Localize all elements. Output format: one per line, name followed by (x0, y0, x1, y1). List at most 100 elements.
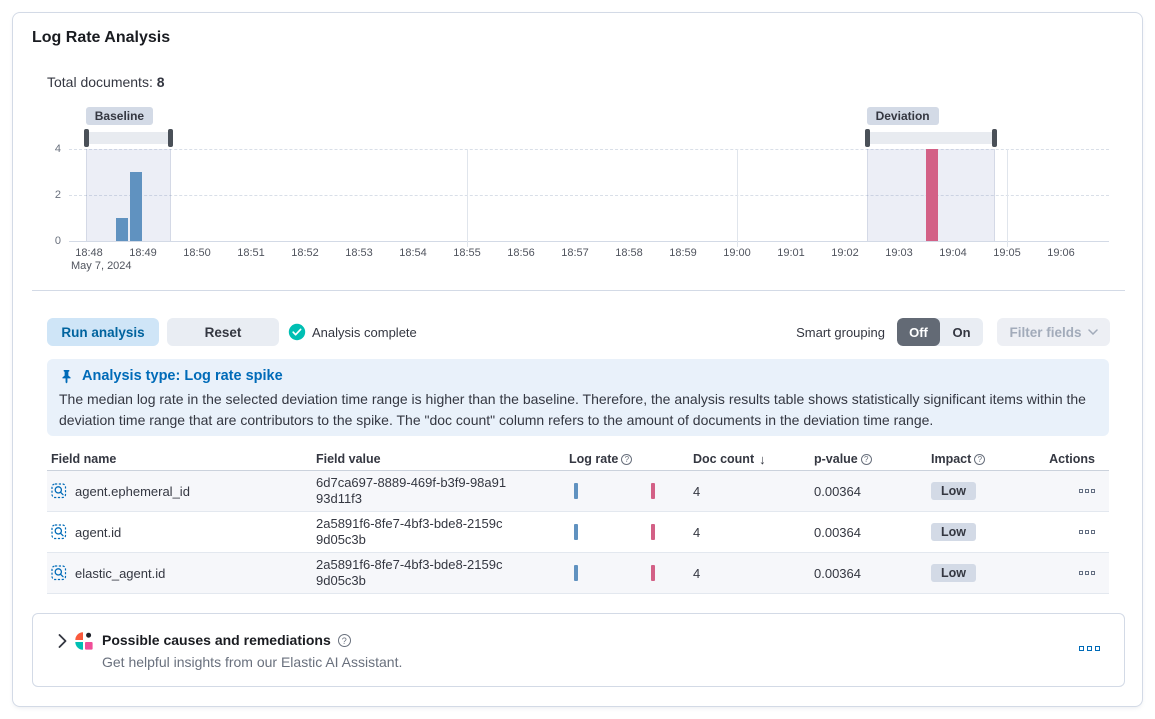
cell-field-name: agent.ephemeral_id (51, 471, 306, 511)
possible-causes-panel: Possible causes and remediations ? Get h… (32, 613, 1125, 687)
ai-assistant-icon (75, 632, 93, 650)
deviation-brush-handle-left[interactable] (864, 129, 870, 147)
cell-field-value: 2a5891f6-8fe7-4bf3-bde8-2159c9d05c3b (316, 512, 516, 552)
table-row: agent.ephemeral_id 6d7ca697-8889-469f-b3f… (47, 471, 1109, 512)
question-icon: ? (860, 453, 872, 465)
baseline-brush[interactable] (85, 132, 172, 144)
field-value-text: 6d7ca697-8889-469f-b3f9-98a9193d11f3 (316, 475, 507, 506)
deviation-brush-handle-right[interactable] (992, 129, 998, 147)
analysis-status-text: Analysis complete (312, 324, 417, 340)
header-impact: Impact? (931, 447, 1041, 471)
baseline-brush-handle-left[interactable] (83, 129, 89, 147)
table-body: agent.ephemeral_id 6d7ca697-8889-469f-b3f… (47, 471, 1109, 594)
cell-impact: Low (931, 471, 1041, 511)
row-actions-icon[interactable] (1079, 489, 1095, 493)
filter-fields-label: Filter fields (1009, 324, 1082, 340)
field-name-value: agent.id (75, 524, 122, 540)
gridline-horizontal (69, 195, 1109, 196)
impact-badge: Low (931, 482, 976, 500)
x-axis-label: 19:05 (993, 247, 1021, 259)
callout-header: Analysis type: Log rate spike (59, 368, 1097, 384)
x-axis-label: 18:56 (507, 247, 535, 259)
possible-causes-subtitle: Get helpful insights from our Elastic AI… (102, 654, 403, 670)
main-panel: Log Rate Analysis Total documents: 8 4 2 0… (12, 12, 1143, 707)
analysis-type-callout: Analysis type: Log rate spike The median… (47, 359, 1109, 436)
callout-title: Analysis type: Log rate spike (82, 368, 283, 384)
header-doc-count[interactable]: Doc count ↓ (693, 451, 766, 467)
x-axis-label: 19:00 (723, 247, 751, 259)
y-axis-label: 4 (54, 143, 61, 155)
cell-doc-count: 4 (693, 483, 701, 499)
cell-field-name: elastic_agent.id (51, 553, 306, 593)
field-name-value: agent.ephemeral_id (75, 483, 190, 499)
smart-grouping-on-button[interactable]: On (940, 318, 983, 346)
deviation-brush[interactable] (866, 132, 996, 144)
log-rate-baseline-bar (574, 565, 578, 581)
x-axis-label: 19:06 (1047, 247, 1075, 259)
log-rate-deviation-bar (651, 565, 655, 581)
cell-impact: Low (931, 512, 1041, 552)
chevron-down-icon (1087, 329, 1098, 335)
y-axis-label: 0 (54, 235, 61, 247)
cell-actions (1079, 512, 1095, 552)
callout-body: The median log rate in the selected devi… (59, 391, 1086, 428)
analysis-status: Analysis complete (288, 323, 417, 341)
baseline-bar (116, 218, 128, 241)
x-axis-label: 18:54 (399, 247, 427, 259)
field-search-icon[interactable] (51, 483, 67, 499)
header-actions: Actions (1049, 452, 1095, 466)
run-analysis-button[interactable]: Run analysis (47, 318, 159, 346)
x-axis-line (69, 241, 1109, 242)
cell-log-rate (569, 512, 679, 552)
log-rate-deviation-bar (651, 483, 655, 499)
expand-accordion-button[interactable] (53, 633, 71, 651)
baseline-brush-handle-right[interactable] (168, 129, 174, 147)
possible-causes-title: Possible causes and remediations ? (102, 632, 351, 648)
x-axis-label: 18:55 (453, 247, 481, 259)
chevron-right-icon (58, 633, 66, 648)
x-axis-label: 18:57 (561, 247, 589, 259)
table-row: elastic_agent.id 2a5891f6-8fe7-4bf3-bde8-… (47, 553, 1109, 594)
cell-impact: Low (931, 553, 1041, 593)
cell-log-rate (569, 471, 679, 511)
x-axis-date-label: May 7, 2024 (71, 260, 132, 272)
smart-grouping-off-button[interactable]: Off (897, 318, 940, 346)
cell-doc-count: 4 (693, 565, 701, 581)
reset-button[interactable]: Reset (167, 318, 279, 346)
toolbar: Run analysis Reset Analysis complete Sma… (47, 318, 1110, 346)
impact-badge: Low (931, 523, 976, 541)
header-log-rate: Log rate? (569, 447, 679, 471)
baseline-region (85, 149, 172, 241)
field-search-icon[interactable] (51, 524, 67, 540)
x-axis-label: 18:50 (183, 247, 211, 259)
total-documents-label: Total documents: (47, 74, 153, 90)
pin-icon (62, 369, 71, 383)
cell-p-value: 0.00364 (814, 483, 861, 499)
total-documents: Total documents: 8 (47, 74, 165, 90)
deviation-badge: Deviation (866, 107, 939, 125)
check-circle-icon (288, 323, 306, 341)
x-axis-label: 19:03 (885, 247, 913, 259)
filter-fields-button[interactable]: Filter fields (997, 318, 1110, 346)
cell-actions (1079, 553, 1095, 593)
y-axis-label: 2 (54, 189, 61, 201)
row-actions-icon[interactable] (1079, 571, 1095, 575)
field-name-value: elastic_agent.id (75, 565, 166, 581)
gridline-vertical (467, 149, 468, 247)
gridline-vertical (1007, 149, 1008, 247)
row-actions-icon[interactable] (1079, 530, 1095, 534)
x-axis-label: 18:52 (291, 247, 319, 259)
panel-actions-icon[interactable] (1079, 646, 1100, 651)
cell-p-value: 0.00364 (814, 565, 861, 581)
cell-doc-count: 4 (693, 524, 701, 540)
header-field-name: Field name (51, 452, 117, 466)
table-header-row: Field name Field value Log rate? Doc cou… (47, 447, 1109, 471)
x-axis-label: 18:49 (129, 247, 157, 259)
results-table: Field name Field value Log rate? Doc cou… (47, 447, 1109, 594)
smart-grouping-label: Smart grouping (796, 324, 885, 340)
x-axis-label: 18:58 (615, 247, 643, 259)
x-axis-label: 18:48 (75, 247, 103, 259)
x-axis-label: 19:02 (831, 247, 859, 259)
field-search-icon[interactable] (51, 565, 67, 581)
log-rate-baseline-bar (574, 524, 578, 540)
